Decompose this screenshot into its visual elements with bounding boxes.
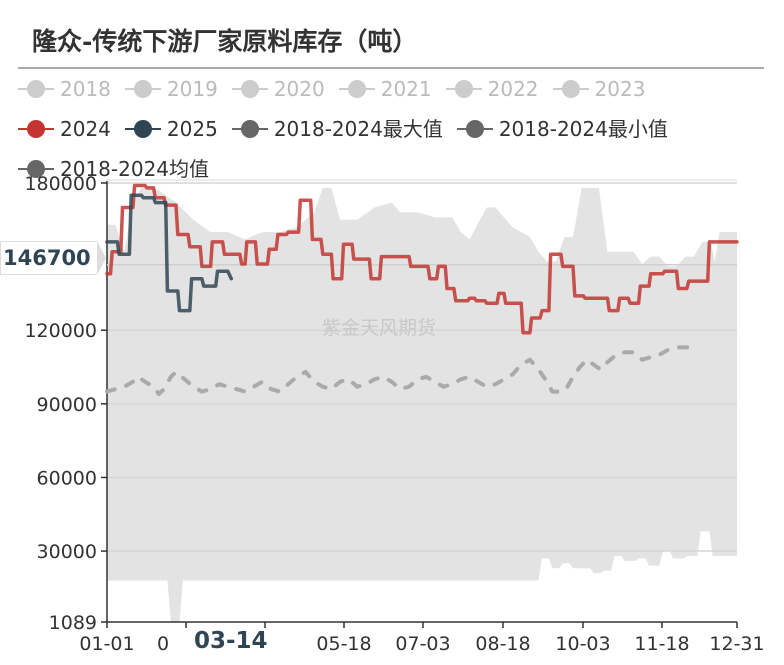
legend-item-2018-2024[interactable]: 2018-2024均值 (18, 157, 209, 181)
legend-item-2020[interactable]: 2020 (231, 77, 325, 101)
legend-label: 2018-2024均值 (60, 157, 210, 181)
series-line-2024 (105, 183, 739, 335)
legend-marker-icon (445, 77, 482, 101)
legend-marker-icon (124, 117, 161, 141)
y-axis-pointer-value: 146700 (0, 241, 97, 275)
y-tick-label: 30000 (37, 541, 97, 563)
x-tick-label: 01-01 (79, 633, 134, 655)
legend-marker-icon (18, 157, 54, 181)
legend-marker-icon (18, 77, 54, 101)
y-axis-pointer-label: 146700 (0, 241, 106, 275)
legend-marker-icon (338, 77, 375, 101)
legend-item-2023[interactable]: 2023 (552, 77, 646, 101)
legend-item-2022[interactable]: 2022 (445, 77, 539, 101)
x-tick-label: 07-03 (395, 633, 450, 655)
y-axis-pointer-arrow (96, 241, 106, 275)
chart-title: 隆众-传统下游厂家原料库存（吨） (32, 27, 418, 56)
legend-label: 2018-2024最大值 (273, 117, 443, 141)
y-tick-label: 60000 (37, 467, 97, 489)
legend-label: 2022 (487, 77, 539, 101)
legend-marker-icon (18, 117, 54, 141)
y-tick-label: 180000 (24, 173, 97, 195)
legend-item-2019[interactable]: 2019 (124, 77, 218, 101)
series-line-2018-2024 (105, 345, 696, 396)
legend-label: 2024 (60, 117, 111, 141)
x-tick-label: 08-18 (475, 633, 530, 655)
legend-label: 2020 (273, 77, 325, 101)
legend-item-2024[interactable]: 2024 (18, 117, 111, 141)
y-tick-label: 90000 (37, 394, 97, 416)
legend-label: 2025 (166, 117, 218, 141)
legend-label: 2023 (594, 77, 646, 101)
legend-label: 2019 (166, 77, 218, 101)
x-axis-pointer-label: 03-14 (194, 628, 268, 654)
y-tick-label: 120000 (24, 320, 97, 342)
legend-label: 2018-2024最小值 (498, 117, 668, 141)
y-tick-label: 1089 (49, 612, 97, 634)
legend-item-2018[interactable]: 2018 (18, 77, 111, 101)
legend-row-1: 2018 2019 2020 2021 2022 2023 (18, 77, 778, 101)
legend-marker-icon (124, 77, 161, 101)
x-tick-label: 0 (157, 633, 169, 655)
legend-item-2018-2024[interactable]: 2018-2024最大值 (231, 117, 443, 141)
watermark: 紫金天风期货 (322, 317, 437, 339)
x-tick-label: 10-03 (555, 633, 610, 655)
x-tick-label: 12-31 (709, 633, 764, 655)
x-tick-label: 11-18 (634, 633, 689, 655)
legend-item-2018-2024[interactable]: 2018-2024最小值 (456, 117, 668, 141)
legend-item-2021[interactable]: 2021 (338, 77, 432, 101)
legend-row-3: 2018-2024均值 (18, 157, 778, 181)
legend-row-2: 2024 2025 2018-2024最大值 2018-2024最小值 (18, 117, 778, 141)
legend-label: 2021 (380, 77, 432, 101)
legend-marker-icon (231, 117, 268, 141)
title-divider (18, 67, 764, 69)
legend-item-2025[interactable]: 2025 (124, 117, 218, 141)
series-line-2025 (105, 193, 234, 313)
legend-marker-icon (231, 77, 268, 101)
legend-marker-icon (552, 77, 589, 101)
x-tick-label: 05-18 (316, 633, 371, 655)
legend-label: 2018 (60, 77, 111, 101)
legend-marker-icon (456, 117, 493, 141)
